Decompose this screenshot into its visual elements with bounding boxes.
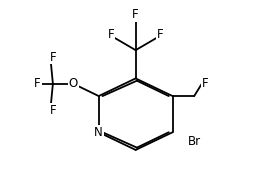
Text: F: F	[132, 8, 139, 21]
Text: F: F	[34, 77, 41, 90]
Text: O: O	[69, 77, 78, 90]
Text: F: F	[156, 28, 163, 41]
Text: F: F	[50, 51, 56, 64]
Text: N: N	[94, 126, 103, 139]
Text: F: F	[50, 104, 56, 117]
Text: Br: Br	[188, 135, 201, 148]
Text: F: F	[202, 77, 208, 90]
Text: F: F	[108, 28, 115, 41]
